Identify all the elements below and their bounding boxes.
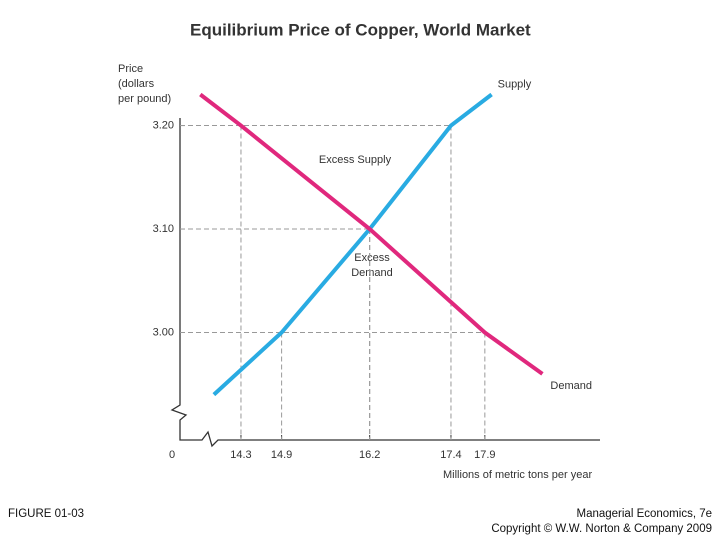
annotation: Excess Supply — [319, 154, 392, 166]
legend-label: Demand — [550, 380, 592, 392]
y-axis-label: (dollars — [118, 78, 155, 90]
annotation: Excess — [354, 252, 390, 264]
y-tick-label: 3.20 — [153, 119, 174, 131]
y-axis-label: Price — [118, 63, 143, 75]
y-tick-label: 3.00 — [153, 326, 174, 338]
source: Managerial Economics, 7e — [576, 508, 712, 520]
chart-title: Equilibrium Price of Copper, World Marke… — [190, 20, 531, 39]
y-axis-label: per pound) — [118, 93, 171, 105]
annotation: Demand — [351, 267, 393, 279]
axes — [170, 118, 600, 448]
figure-label: FIGURE 01-03 — [8, 508, 84, 520]
x-tick-label: 17.4 — [440, 449, 461, 461]
source: Copyright © W.W. Norton & Company 2009 — [491, 523, 712, 535]
y-tick-label: 3.10 — [153, 223, 174, 235]
series-line — [199, 92, 544, 376]
x-tick-label: 17.9 — [474, 449, 495, 461]
x-axis-label: Millions of metric tons per year — [443, 469, 592, 481]
x-tick-label: 14.3 — [230, 449, 251, 461]
x-tick-label: 14.9 — [271, 449, 292, 461]
legend-label: Supply — [498, 78, 532, 90]
x-tick-label: 16.2 — [359, 449, 380, 461]
origin-label: 0 — [169, 449, 175, 461]
